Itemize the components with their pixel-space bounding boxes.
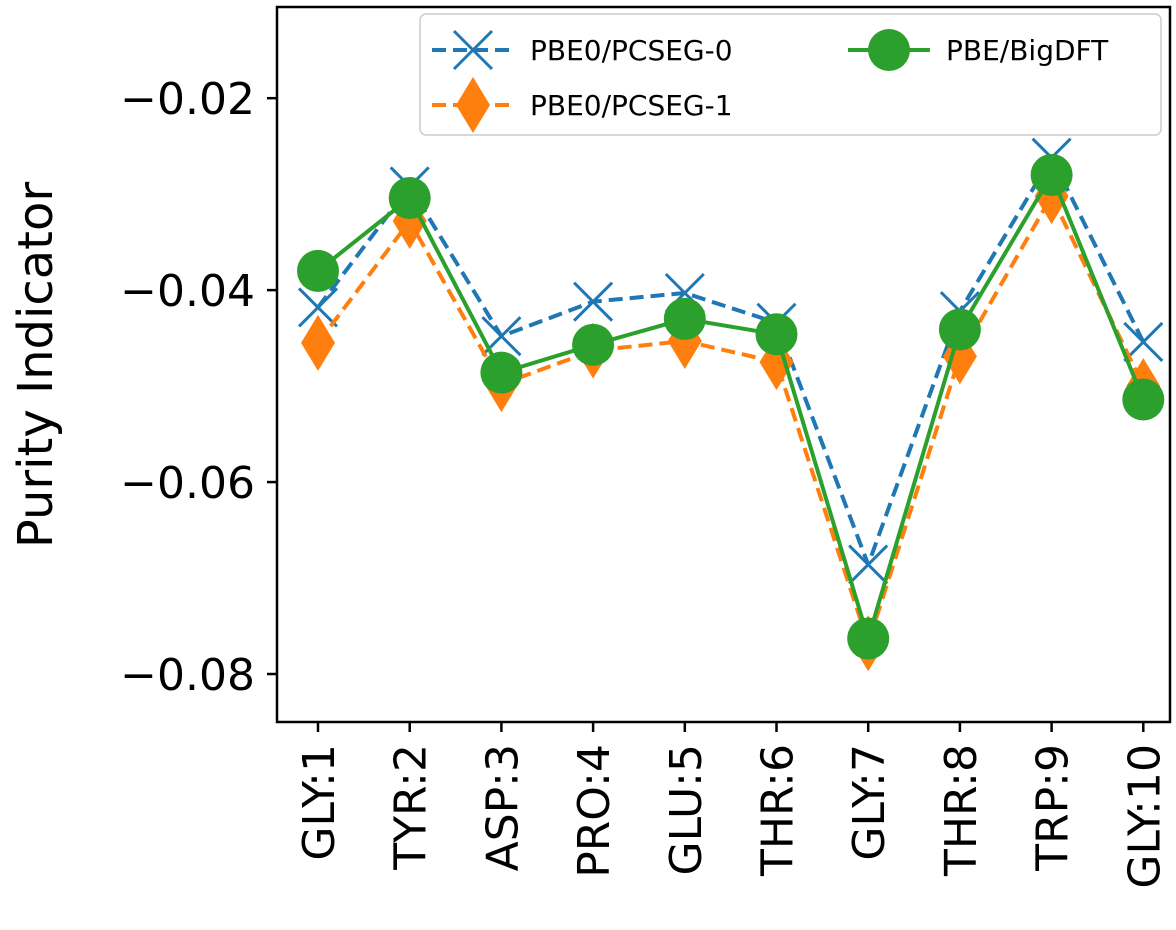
data-point xyxy=(301,314,335,371)
series-2 xyxy=(297,153,1165,660)
x-tick-label: THR:8 xyxy=(936,744,987,877)
data-point xyxy=(297,287,339,328)
x-tick-label: TYR:2 xyxy=(386,744,437,871)
y-tick-label: −0.04 xyxy=(120,266,255,317)
legend-item-1: PBE0/PCSEG-1 xyxy=(432,77,733,133)
data-point xyxy=(572,323,615,366)
data-point-stroke-b xyxy=(573,281,614,322)
legend-label: PBE/BigDFT xyxy=(946,34,1109,67)
x-tick-label: GLY:1 xyxy=(294,744,345,861)
data-point xyxy=(755,313,798,356)
legend: PBE0/PCSEG-0 PBE0/PCSEG-1 PBE/BigDFT xyxy=(419,13,1162,136)
data-point xyxy=(848,544,889,585)
y-tick-label: −0.02 xyxy=(120,74,255,125)
y-axis: −0.02 −0.04 −0.06 −0.08 xyxy=(120,74,277,701)
y-axis-title: Purity Indicator xyxy=(8,182,64,548)
legend-marker xyxy=(452,29,494,71)
data-point xyxy=(388,176,431,219)
data-point-stroke-b xyxy=(1123,321,1164,363)
legend-label: PBE0/PCSEG-1 xyxy=(530,89,733,122)
data-point xyxy=(663,297,706,340)
legend-marker xyxy=(456,77,490,133)
data-point xyxy=(480,351,523,394)
legend-item-0: PBE0/PCSEG-0 xyxy=(432,29,733,71)
data-point xyxy=(847,617,890,660)
x-tick-label: THR:6 xyxy=(753,744,804,877)
data-point-stroke-b xyxy=(848,544,889,585)
x-tick-label: GLU:5 xyxy=(661,744,712,875)
x-tick-label: ASP:3 xyxy=(477,744,528,871)
data-point xyxy=(1123,321,1164,363)
data-point xyxy=(1030,153,1073,196)
x-tick-label: GLY:7 xyxy=(844,744,895,861)
series-line xyxy=(316,155,1146,567)
plot-frame xyxy=(275,5,1172,724)
x-axis: GLY:1 TYR:2 ASP:3 PRO:4 GLU:5 THR:6 GLY:7 THR:8… xyxy=(294,722,1170,889)
data-point xyxy=(297,249,339,292)
legend-marker-stroke-b xyxy=(452,29,494,71)
data-point xyxy=(1122,378,1165,421)
x-tick-label: TRP:9 xyxy=(1028,744,1079,872)
legend-label: PBE0/PCSEG-0 xyxy=(530,34,733,67)
y-tick-label: −0.08 xyxy=(120,650,255,701)
x-tick-label: GLY:10 xyxy=(1119,744,1170,889)
data-point xyxy=(938,308,981,351)
data-point-stroke-b xyxy=(297,287,339,328)
legend-marker xyxy=(868,29,910,71)
y-tick-label: −0.06 xyxy=(120,458,255,509)
series-line xyxy=(316,172,1146,641)
series-line xyxy=(316,194,1146,646)
data-point xyxy=(573,281,614,322)
x-tick-label: PRO:4 xyxy=(569,744,620,878)
series-layer xyxy=(297,137,1165,672)
legend-item-2: PBE/BigDFT xyxy=(848,29,1109,71)
legend-box xyxy=(419,13,1162,136)
